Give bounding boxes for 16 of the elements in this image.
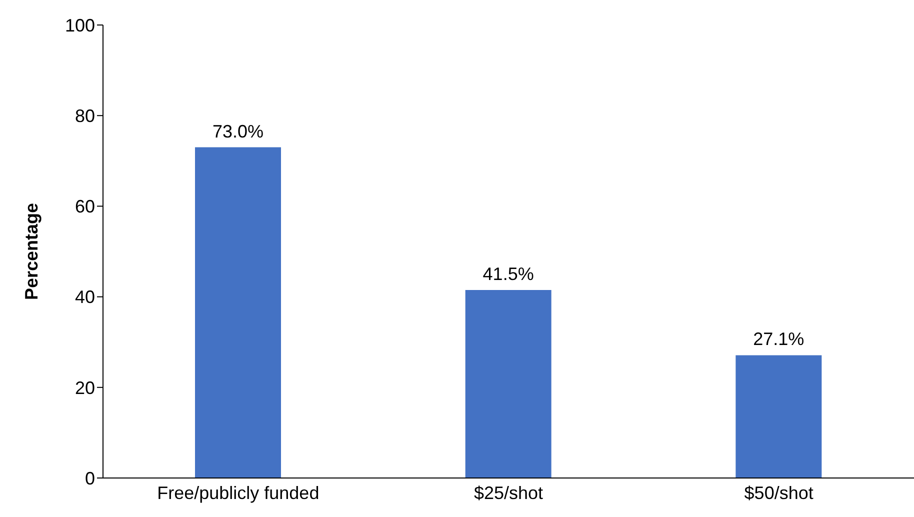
- y-axis-title: Percentage: [21, 202, 42, 300]
- bar: [465, 290, 552, 478]
- data-label: 41.5%: [482, 264, 534, 284]
- y-tick-label: 40: [74, 287, 95, 308]
- x-tick-label: Free/publicly funded: [157, 482, 320, 503]
- y-tick-label: 60: [74, 196, 95, 217]
- bar: [736, 355, 822, 478]
- x-tick-label: $50/shot: [744, 482, 814, 503]
- x-tick-label: $25/shot: [474, 482, 544, 503]
- bar: [195, 147, 281, 478]
- y-tick-label: 80: [74, 106, 95, 126]
- y-tick-label: 20: [74, 378, 95, 398]
- data-label: 73.0%: [212, 121, 264, 142]
- data-label: 27.1%: [753, 329, 804, 350]
- y-tick-label: 0: [84, 468, 95, 488]
- y-tick-label: 100: [64, 15, 95, 36]
